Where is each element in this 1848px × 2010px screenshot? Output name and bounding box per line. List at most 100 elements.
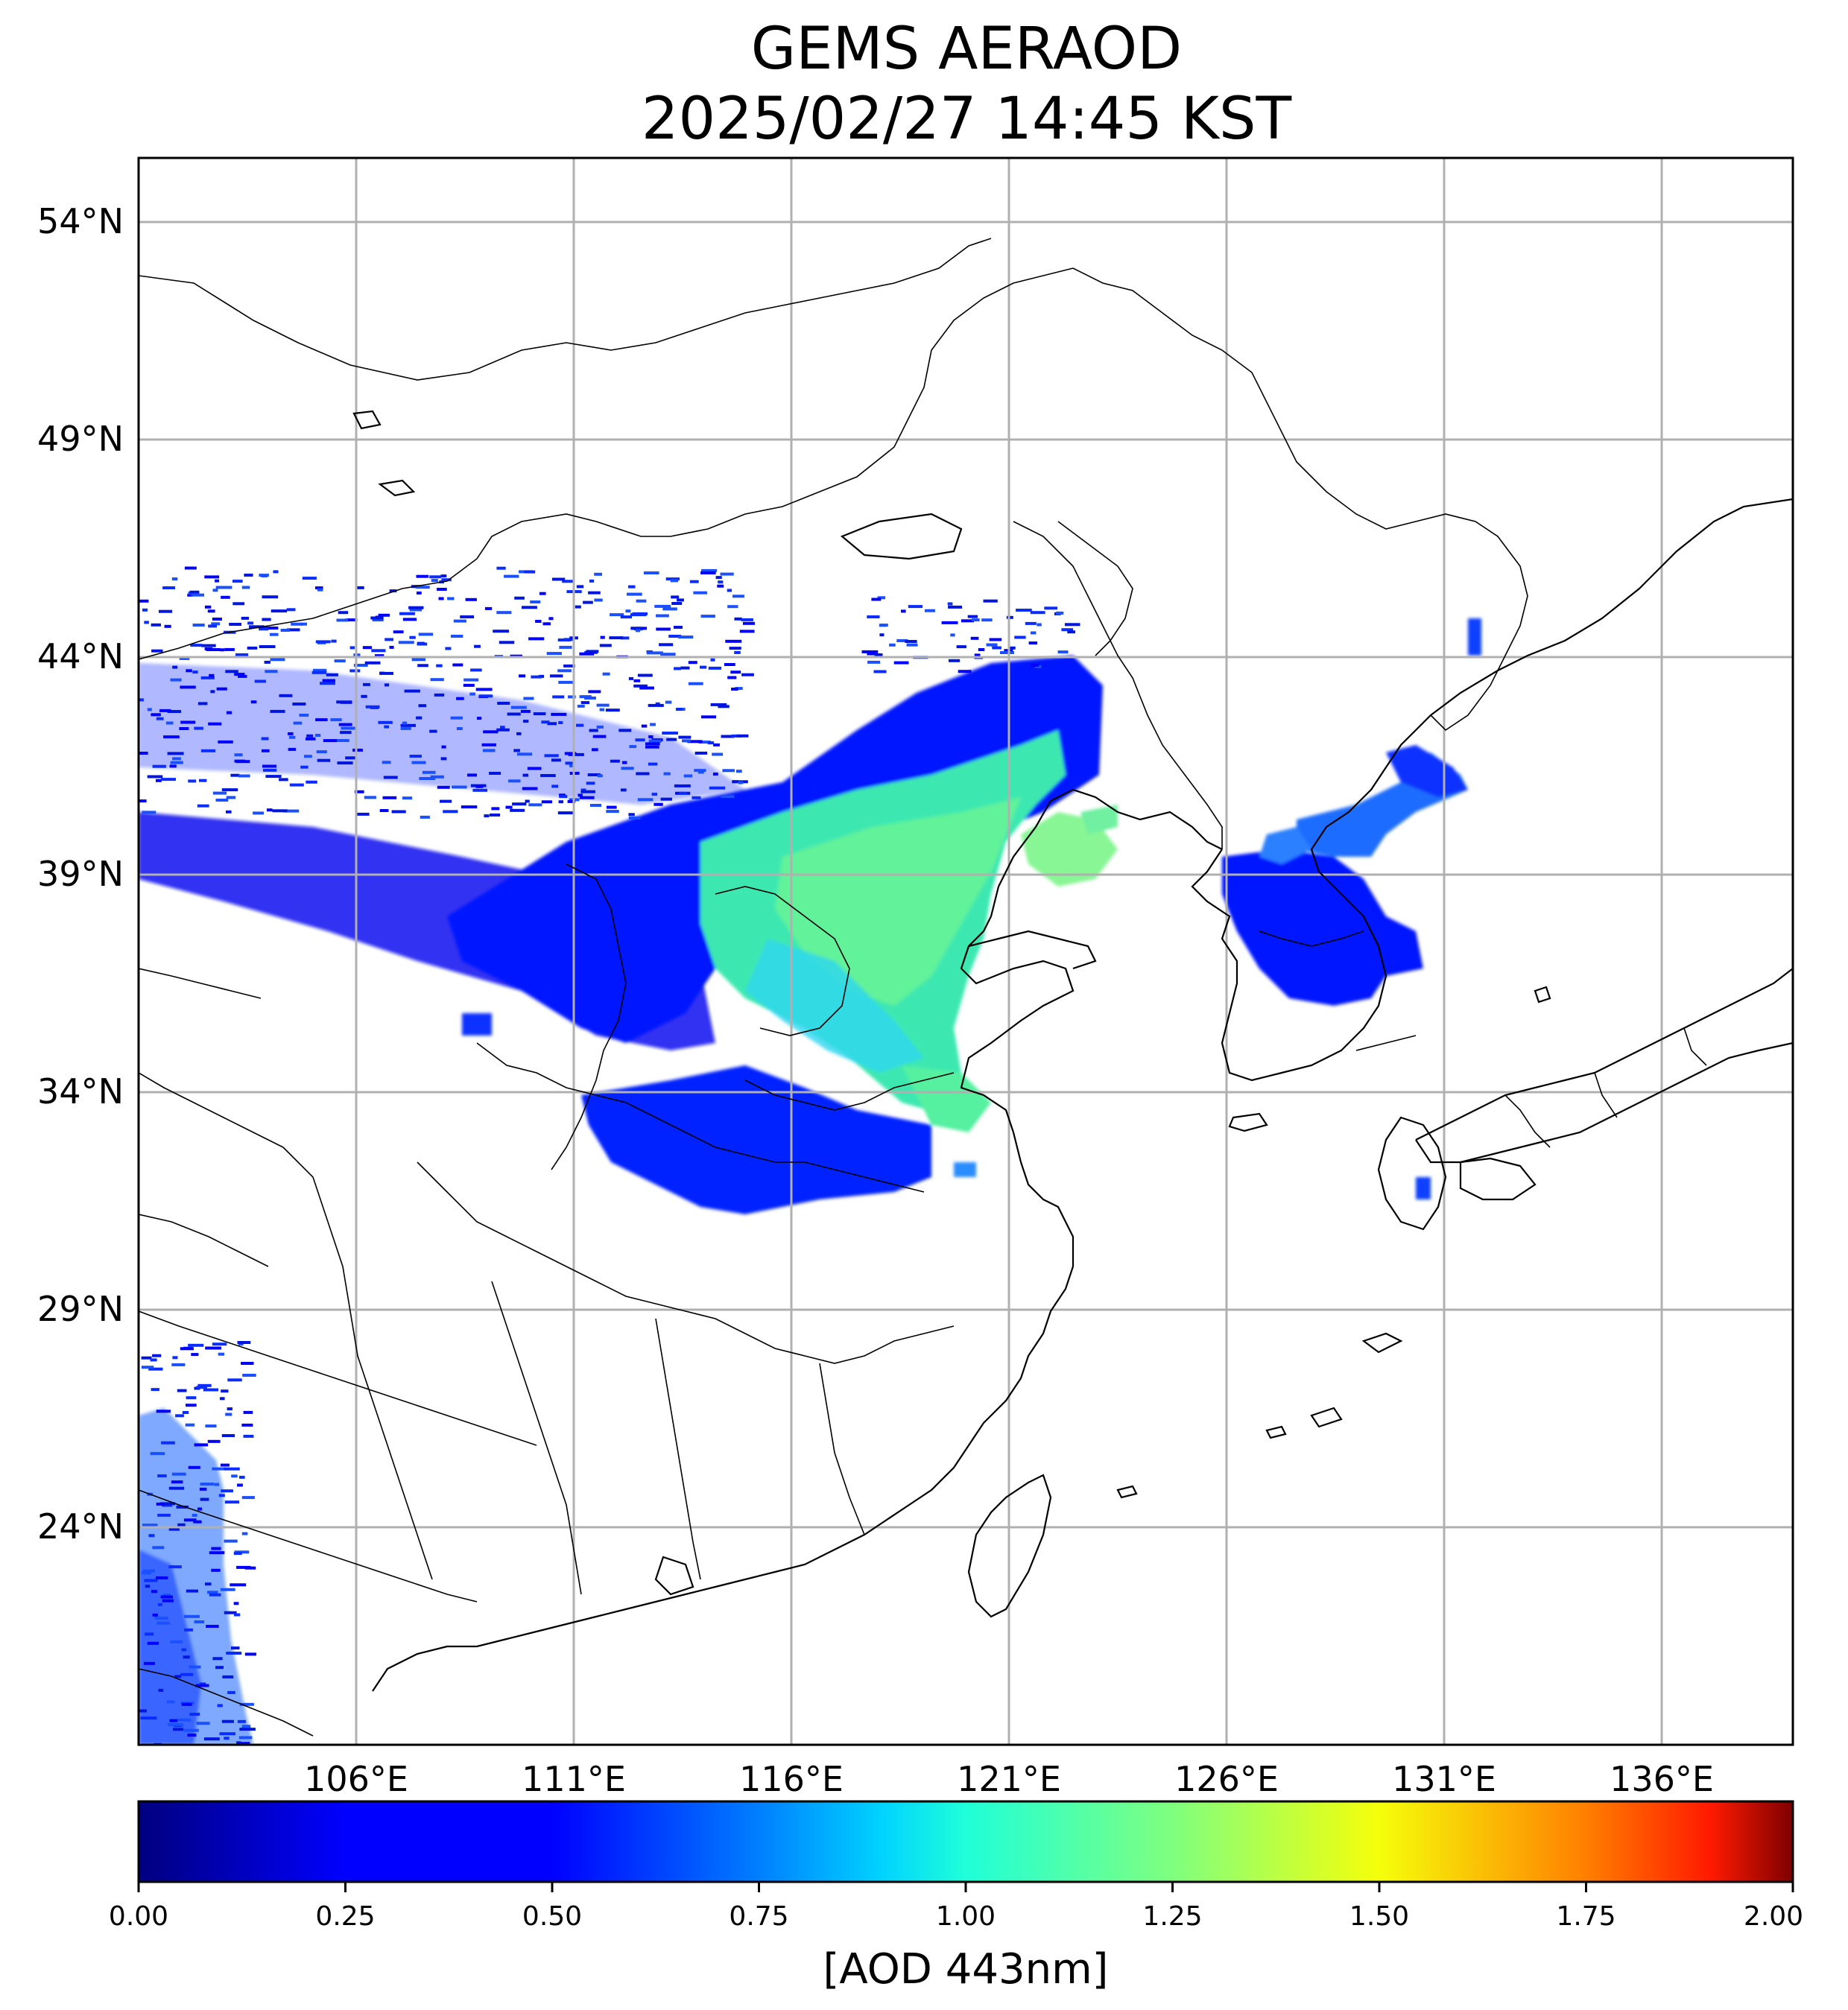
admin-borders: [139, 238, 1707, 1737]
aod-speckle: [148, 1534, 155, 1538]
aod-speckle: [314, 734, 321, 737]
aod-speckle: [363, 682, 370, 686]
aod-speckle: [629, 745, 637, 749]
aod-speckle: [215, 579, 220, 583]
aod-speckle: [1031, 663, 1040, 667]
aod-speckle: [416, 716, 423, 720]
aod-speckle: [157, 1602, 162, 1606]
aod-speckle: [197, 804, 209, 808]
aod-speckle: [1016, 609, 1032, 612]
aod-speckle: [140, 1716, 157, 1720]
aod-speckle: [306, 737, 316, 741]
aod-speckle: [214, 1483, 220, 1486]
aod-speckle: [141, 1571, 152, 1575]
aod-speckle: [226, 796, 236, 799]
aod-speckle: [712, 752, 724, 756]
aod-speckle: [218, 1494, 225, 1497]
aod-speckle: [460, 615, 475, 618]
aod-speckle: [186, 1404, 197, 1407]
aod-speckle: [162, 586, 175, 589]
aod-speckle: [230, 1583, 247, 1587]
aod-speckle: [180, 1673, 194, 1676]
aod-speckle: [172, 1356, 178, 1360]
aod-speckle: [181, 1648, 187, 1652]
aod-speckle: [280, 629, 290, 632]
aod-speckle: [452, 785, 467, 789]
aod-speckle: [639, 686, 654, 690]
aod-speckle: [183, 1655, 190, 1659]
aod-speckle: [633, 679, 641, 682]
aod-speckle: [606, 805, 617, 809]
aod-speckle: [224, 1467, 240, 1471]
map-panel: [139, 158, 1793, 1745]
aod-speckle: [147, 708, 152, 711]
aod-speckle: [621, 767, 634, 770]
aod-speckle: [557, 811, 573, 815]
aod-speckle: [142, 608, 148, 612]
aod-speckle: [225, 1413, 232, 1416]
aod-speckle: [191, 593, 204, 597]
aod-speckle: [1044, 606, 1057, 610]
aod-speckle: [645, 745, 659, 749]
aod-speckle: [562, 580, 575, 583]
aod-speckle: [161, 1441, 175, 1445]
aod-speckle: [671, 595, 680, 599]
aod-speckle: [539, 592, 546, 595]
aod-speckle: [516, 752, 533, 756]
aod-speckle: [709, 786, 726, 790]
aod-speckle: [226, 1652, 242, 1655]
aod-speckle: [445, 647, 452, 650]
aod-speckle: [304, 755, 312, 758]
aod-speckle: [620, 636, 630, 640]
aod-speckle: [205, 1346, 221, 1350]
colorbar-tick-7: 1.75: [1556, 1901, 1616, 1932]
aod-speckle: [374, 654, 385, 658]
aod-speckle: [239, 1728, 256, 1731]
aod-speckle: [157, 1513, 171, 1517]
aod-speckle: [215, 799, 229, 802]
aod-speckle: [244, 1566, 256, 1570]
aod-speckle: [224, 1737, 230, 1740]
aod-speckle: [190, 644, 203, 647]
aod-speckle: [191, 1353, 199, 1357]
aod-speckle: [311, 670, 327, 674]
aod-speckle: [510, 706, 527, 709]
aod-speckle: [540, 774, 556, 777]
aod-speckle: [197, 702, 208, 706]
aod-speckle: [239, 1702, 254, 1706]
aod-speckle: [259, 645, 276, 648]
aod-speckle: [224, 1500, 239, 1504]
aod-speckle: [983, 599, 998, 603]
aod-speckle: [908, 605, 923, 609]
aod-speckle: [222, 1675, 234, 1678]
aod-speckle: [265, 670, 278, 673]
aod-speckle: [924, 609, 935, 612]
colorbar-tick-4: 1.00: [936, 1901, 996, 1932]
aod-speckle: [389, 645, 394, 649]
aod-speckle: [168, 1722, 184, 1726]
aod-speckle: [901, 609, 906, 613]
aod-speckle: [586, 782, 595, 785]
aod-speckle: [167, 752, 184, 755]
aod-speckle: [456, 697, 464, 700]
aod-speckle: [289, 783, 304, 787]
lat-label-29: 29°N: [37, 1289, 124, 1329]
aod-speckle: [170, 678, 182, 682]
aod-speckle: [241, 586, 250, 589]
aod-speckle: [558, 721, 563, 724]
aod-speckle: [533, 712, 546, 716]
aod-speckle: [491, 807, 500, 811]
aod-speckle: [662, 732, 678, 735]
aod-speckle: [596, 703, 610, 707]
aod-speckle: [893, 661, 909, 665]
aod-speckle: [349, 646, 355, 650]
aod-speckle: [981, 618, 993, 622]
aod-speckle: [437, 588, 447, 591]
aod-speckle: [732, 595, 744, 598]
aod-speckle: [273, 570, 279, 574]
aod-speckle: [215, 1666, 224, 1670]
aod-speckle: [152, 764, 166, 768]
lon-label-136: 136°E: [1610, 1759, 1714, 1799]
aod-speckle: [522, 606, 537, 609]
aod-speckle: [219, 1732, 235, 1736]
